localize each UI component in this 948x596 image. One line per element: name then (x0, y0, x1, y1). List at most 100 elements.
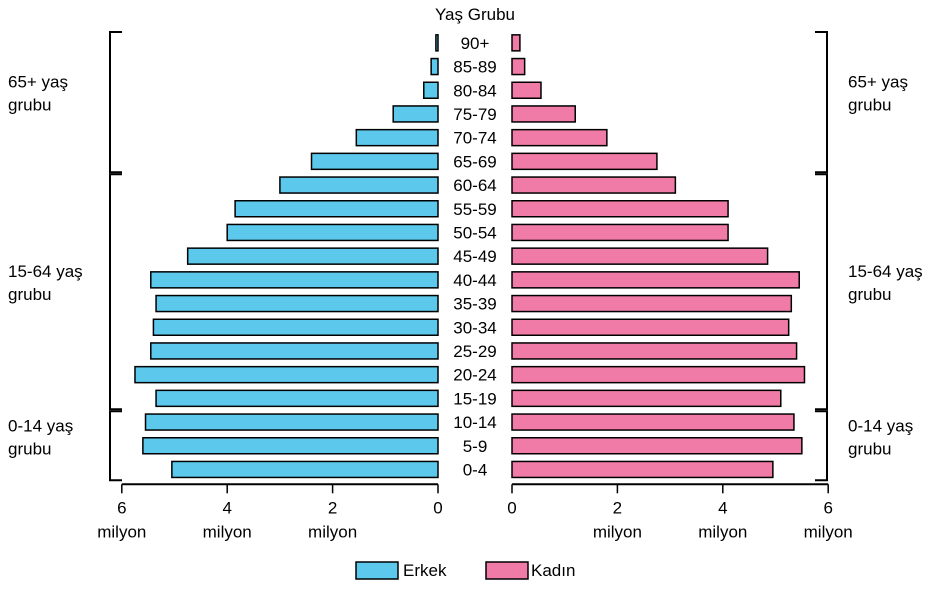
age-label-35-39: 35-39 (453, 295, 496, 314)
group-label-right-1-0: 15-64 yaş (848, 262, 923, 281)
age-label-40-44: 40-44 (453, 271, 496, 290)
age-label-50-54: 50-54 (453, 223, 496, 242)
female-bar-0-4 (511, 460, 774, 479)
female-bar-70-74 (511, 128, 608, 147)
age-label-45-49: 45-49 (453, 247, 496, 266)
female-bar-85-89 (511, 57, 526, 76)
female-bar-40-44 (511, 271, 800, 289)
age-group-brackets (109, 31, 828, 482)
male-bar-35-39 (155, 294, 439, 313)
female-bar-5-9 (511, 437, 803, 455)
group-label-right-2-0: 0-14 yaş (848, 416, 913, 435)
x-tick-label-right-4: 4 (718, 498, 727, 517)
age-group-labels: 65+ yaş 65+ yaş grubu grubu 15-64 yaş 15-64 y… (8, 73, 923, 459)
male-bar-0-4 (171, 460, 439, 479)
male-bar-90+ (435, 34, 439, 52)
age-label-65-69: 65-69 (453, 152, 496, 171)
x-tick-label-left-2: 2 (328, 498, 337, 517)
group-label-left-2-1: grubu (8, 439, 51, 458)
age-label-20-24: 20-24 (453, 366, 496, 385)
male-bar-15-19 (155, 389, 439, 408)
x-tick-label-left-6: 6 (117, 498, 126, 517)
female-bar-20-24 (511, 365, 806, 384)
group-label-right-0-1: grubu (848, 96, 891, 115)
male-bar-25-29 (150, 342, 439, 360)
female-bar-25-29 (511, 342, 798, 360)
x-unit-label-left-4: milyon (203, 522, 252, 541)
female-bar-60-64 (511, 176, 677, 194)
x-unit-label-left-6: milyon (97, 522, 146, 541)
x-axes: 6 6 milyon milyon 4 4 milyon milyon 2 2 milyon mily… (97, 483, 853, 541)
legend-swatch-erkek (355, 561, 399, 580)
age-label-75-79: 75-79 (453, 105, 496, 124)
age-label-60-64: 60-64 (453, 176, 496, 195)
legend: Erkek Kadın (355, 561, 575, 580)
male-bar-65-69 (310, 152, 439, 171)
age-label-55-59: 55-59 (453, 200, 496, 219)
group-label-left-2-0: 0-14 yaş (8, 416, 73, 435)
male-bar-70-74 (355, 128, 439, 147)
x-tick-label-left-0: 0 (433, 498, 442, 517)
male-bar-45-49 (186, 247, 439, 265)
male-bar-10-14 (144, 413, 439, 431)
female-bar-90+ (511, 34, 521, 52)
female-bar-15-19 (511, 389, 782, 408)
group-label-left-0-0: 65+ yaş (8, 73, 68, 92)
bracket-left-1 (109, 173, 122, 411)
x-tick-label-right-0: 0 (507, 498, 516, 517)
female-bars (511, 34, 806, 479)
chart-title: Yaş Grubu (435, 5, 515, 24)
x-unit-label-right-6: milyon (804, 522, 853, 541)
legend-label-kadin: Kadın (531, 561, 575, 580)
x-unit-label-right-4: milyon (698, 522, 747, 541)
age-label-25-29: 25-29 (453, 342, 496, 361)
male-bar-5-9 (142, 437, 439, 455)
male-bar-60-64 (279, 176, 439, 194)
male-bar-30-34 (152, 318, 439, 336)
age-label-30-34: 30-34 (453, 318, 496, 337)
age-label-0-4: 0-4 (463, 460, 488, 479)
female-bar-55-59 (511, 200, 729, 218)
age-label-10-14: 10-14 (453, 413, 496, 432)
group-label-right-1-1: grubu (848, 285, 891, 304)
female-bar-10-14 (511, 413, 795, 431)
female-bar-45-49 (511, 247, 769, 265)
group-label-left-1-0: 15-64 yaş (8, 262, 83, 281)
female-bar-30-34 (511, 318, 790, 336)
age-labels: 0-4 5-9 10-14 15-19 20-24 25-29 30-34 35-39 40-4… (453, 34, 496, 480)
x-unit-label-left-2: milyon (308, 522, 357, 541)
bracket-left-2 (109, 410, 122, 482)
legend-label-erkek: Erkek (403, 561, 447, 580)
bracket-right-0 (815, 31, 828, 174)
bracket-right-2 (815, 410, 828, 482)
bracket-right-1 (815, 173, 828, 411)
legend-swatch-kadin (485, 561, 529, 580)
bracket-left-0 (109, 31, 122, 174)
male-bar-55-59 (234, 200, 439, 218)
age-label-15-19: 15-19 (453, 389, 496, 408)
female-bar-35-39 (511, 294, 793, 313)
male-bar-50-54 (226, 223, 439, 242)
female-bar-75-79 (511, 105, 576, 123)
male-bars (134, 34, 439, 479)
age-label-5-9: 5-9 (463, 437, 488, 456)
male-bar-40-44 (150, 271, 439, 289)
male-bar-75-79 (392, 105, 439, 123)
x-tick-label-left-4: 4 (222, 498, 231, 517)
age-label-85-89: 85-89 (453, 58, 496, 77)
group-label-left-0-1: grubu (8, 96, 51, 115)
x-unit-label-right-2: milyon (593, 522, 642, 541)
female-bar-65-69 (511, 152, 658, 171)
male-bar-80-84 (423, 81, 439, 99)
female-bar-80-84 (511, 81, 542, 99)
group-label-left-1-1: grubu (8, 285, 51, 304)
male-bar-85-89 (430, 57, 439, 76)
age-label-80-84: 80-84 (453, 81, 496, 100)
x-tick-label-right-6: 6 (823, 498, 832, 517)
x-tick-label-right-2: 2 (613, 498, 622, 517)
group-label-right-2-1: grubu (848, 439, 891, 458)
group-label-right-0-0: 65+ yaş (848, 73, 908, 92)
female-bar-50-54 (511, 223, 729, 242)
age-label-90+: 90+ (461, 34, 490, 53)
